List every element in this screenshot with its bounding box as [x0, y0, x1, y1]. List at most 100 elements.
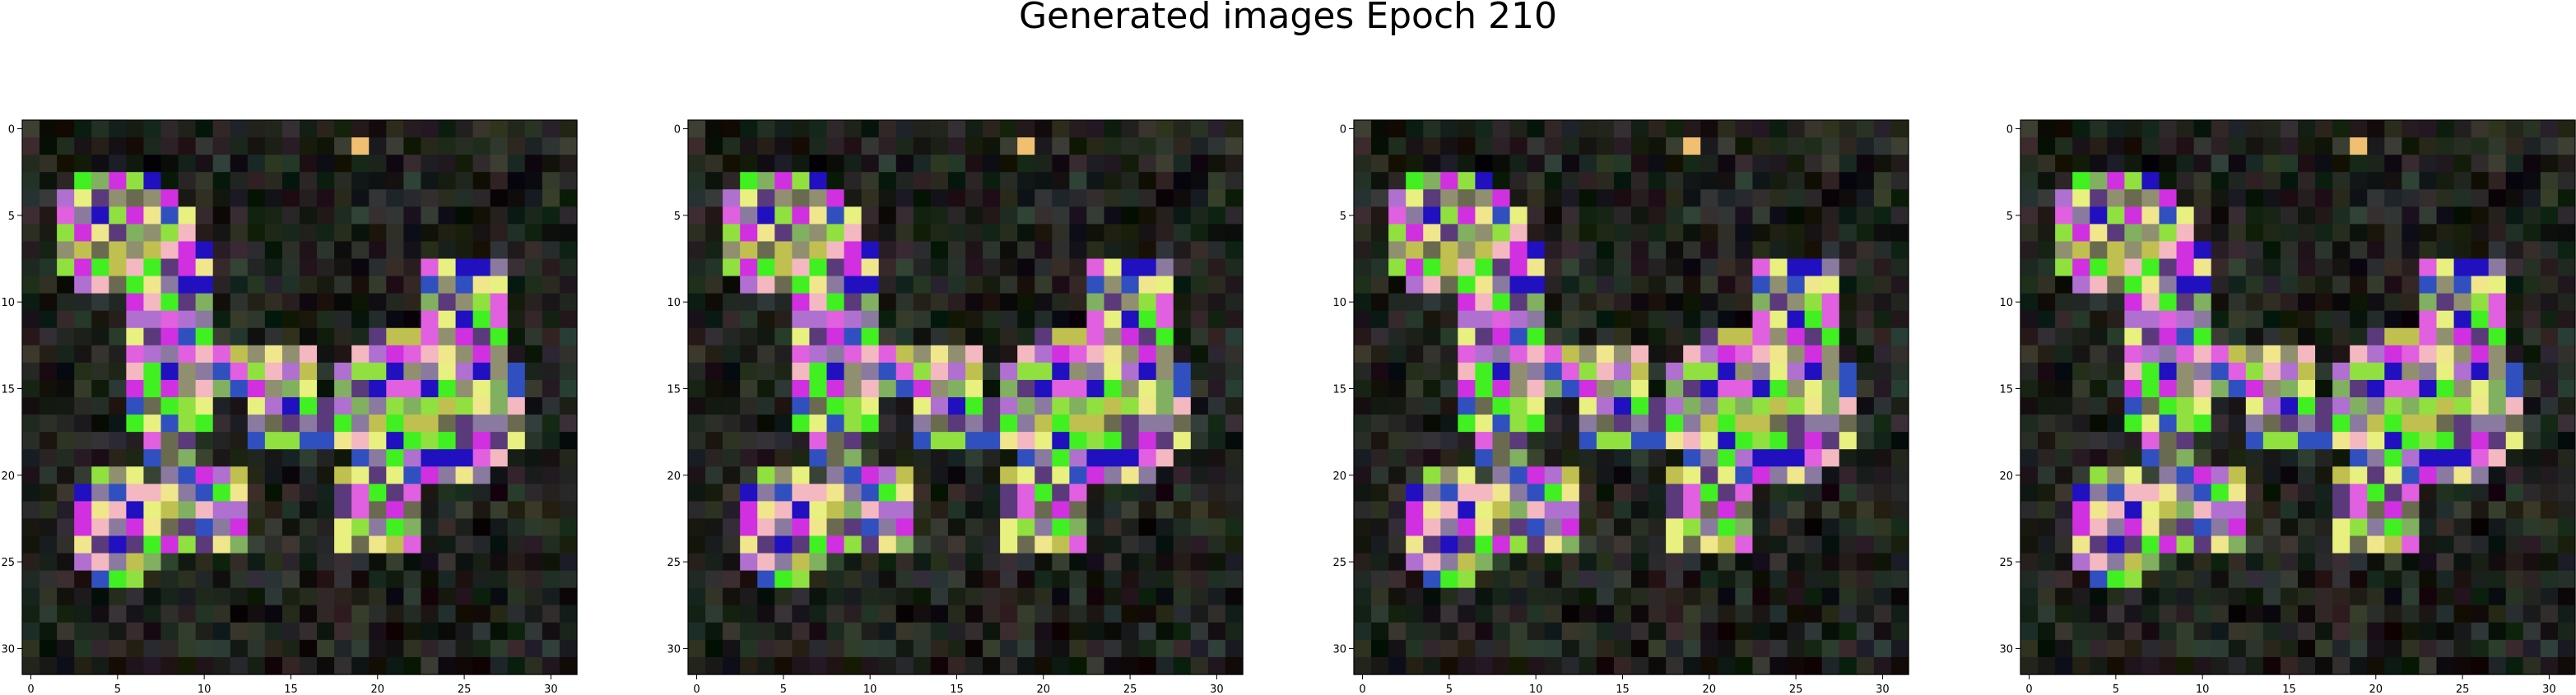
image-pixel	[1821, 293, 1840, 312]
image-pixel	[2471, 415, 2490, 433]
image-pixel	[2453, 362, 2472, 381]
image-pixel	[844, 518, 863, 537]
image-pixel	[1423, 397, 1441, 415]
image-pixel	[334, 155, 352, 173]
image-pixel	[490, 518, 509, 537]
image-pixel	[1873, 484, 1892, 502]
image-pixel	[1527, 224, 1546, 243]
image-pixel	[2176, 622, 2195, 641]
image-pixel	[1787, 327, 1806, 346]
image-pixel	[1683, 172, 1701, 190]
image-pixel	[1648, 293, 1667, 312]
image-pixel	[1890, 120, 1909, 138]
image-pixel	[247, 189, 266, 207]
image-pixel	[178, 310, 197, 329]
image-pixel	[2436, 345, 2455, 364]
image-pixel	[740, 224, 758, 243]
image-pixel	[895, 570, 914, 589]
image-pixel	[2350, 656, 2368, 675]
image-pixel	[895, 224, 914, 243]
image-pixel	[1052, 639, 1070, 658]
image-pixel	[1440, 587, 1458, 606]
image-pixel	[351, 553, 370, 572]
image-pixel	[2402, 258, 2420, 277]
image-pixel	[2090, 379, 2108, 398]
image-pixel	[1769, 622, 1788, 641]
image-pixel	[1613, 432, 1632, 450]
image-pixel	[1458, 189, 1476, 207]
image-pixel	[1718, 518, 1736, 537]
image-pixel	[1666, 206, 1684, 225]
image-pixel	[1086, 501, 1105, 520]
image-pixel	[826, 605, 845, 623]
image-pixel	[22, 155, 40, 173]
image-pixel	[317, 501, 335, 520]
image-pixel	[1207, 466, 1226, 484]
image-pixel	[913, 501, 932, 520]
image-pixel	[1190, 362, 1209, 381]
image-pixel	[1718, 656, 1736, 675]
image-pixel	[1371, 241, 1389, 260]
image-pixel	[878, 258, 897, 277]
image-pixel	[421, 553, 439, 572]
image-pixel	[2228, 449, 2247, 467]
image-pixel	[878, 639, 897, 658]
image-pixel	[774, 379, 793, 398]
image-pixel	[2141, 206, 2160, 225]
image-pixel	[1173, 587, 1192, 606]
image-pixel	[1735, 379, 1754, 398]
image-pixel	[300, 293, 318, 312]
image-pixel	[1000, 155, 1018, 173]
image-pixel	[40, 293, 58, 312]
image-pixel	[178, 518, 197, 537]
image-pixel	[1086, 466, 1105, 484]
image-pixel	[438, 397, 457, 415]
image-pixel	[247, 224, 266, 243]
image-pixel	[2262, 362, 2281, 381]
image-pixel	[2228, 570, 2247, 589]
image-pixel	[1121, 310, 1140, 329]
image-pixel	[1648, 415, 1667, 433]
image-pixel	[826, 293, 845, 312]
image-pixel	[2557, 605, 2576, 623]
image-pixel	[386, 622, 404, 641]
image-pixel	[1839, 206, 1858, 225]
image-pixel	[334, 397, 352, 415]
image-pixel	[1527, 432, 1546, 450]
image-pixel	[844, 449, 863, 467]
image-pixel	[212, 362, 231, 381]
image-pixel	[300, 570, 318, 589]
image-pixel	[1190, 379, 1209, 398]
image-pixel	[2211, 587, 2230, 606]
image-pixel	[1821, 397, 1840, 415]
image-pixel	[861, 276, 880, 294]
image-pixel	[1354, 241, 1372, 260]
image-pixel	[1787, 362, 1806, 381]
image-pixel	[2020, 535, 2039, 554]
image-pixel	[1561, 379, 1580, 398]
image-pixel	[403, 206, 422, 225]
image-pixel	[542, 639, 560, 658]
image-pixel	[1406, 276, 1424, 294]
image-pixel	[1596, 327, 1615, 346]
image-pixel	[178, 587, 197, 606]
image-pixel	[1138, 501, 1157, 520]
image-pixel	[2176, 345, 2195, 364]
image-pixel	[1458, 362, 1476, 381]
image-pixel	[1579, 570, 1597, 589]
image-pixel	[2332, 553, 2350, 572]
image-pixel	[2090, 310, 2108, 329]
image-pixel	[524, 622, 543, 641]
image-pixel	[490, 379, 509, 398]
image-pixel	[1190, 224, 1209, 243]
image-pixel	[1138, 587, 1157, 606]
image-pixel	[2038, 484, 2056, 502]
image-pixel	[774, 484, 793, 502]
image-pixel	[264, 189, 283, 207]
image-pixel	[2384, 172, 2402, 190]
image-pixel	[438, 501, 457, 520]
image-pixel	[2141, 535, 2160, 554]
image-pixel	[723, 587, 741, 606]
image-pixel	[1579, 345, 1597, 364]
image-pixel	[1787, 605, 1806, 623]
